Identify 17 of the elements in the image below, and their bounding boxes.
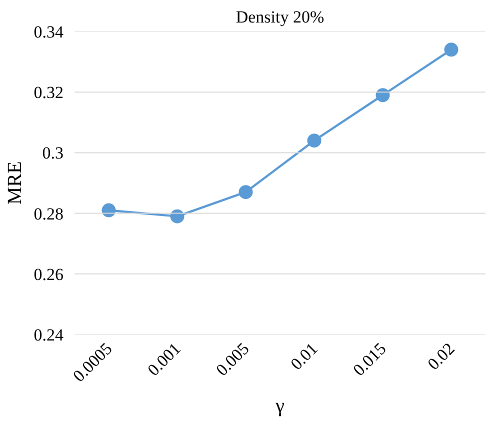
y-tick-label: 0.34	[34, 22, 64, 42]
y-axis-title: MRE	[4, 161, 26, 205]
y-tick-label: 0.24	[34, 326, 64, 344]
point	[376, 88, 390, 102]
y-tick-label: 0.28	[34, 204, 64, 224]
chart-title: Density 20%	[236, 8, 324, 26]
point	[238, 185, 253, 200]
y-tick-label: 0.26	[34, 264, 64, 284]
point	[444, 42, 458, 57]
point	[102, 203, 116, 218]
point	[170, 209, 184, 224]
x-axis-title: γ	[274, 395, 285, 418]
point	[307, 134, 322, 148]
x-tick-label: 0.01	[286, 339, 322, 374]
x-tick-label: 0.02	[424, 339, 458, 374]
text: 0.3	[42, 144, 64, 163]
y-tick-label: 0.32	[34, 83, 64, 102]
